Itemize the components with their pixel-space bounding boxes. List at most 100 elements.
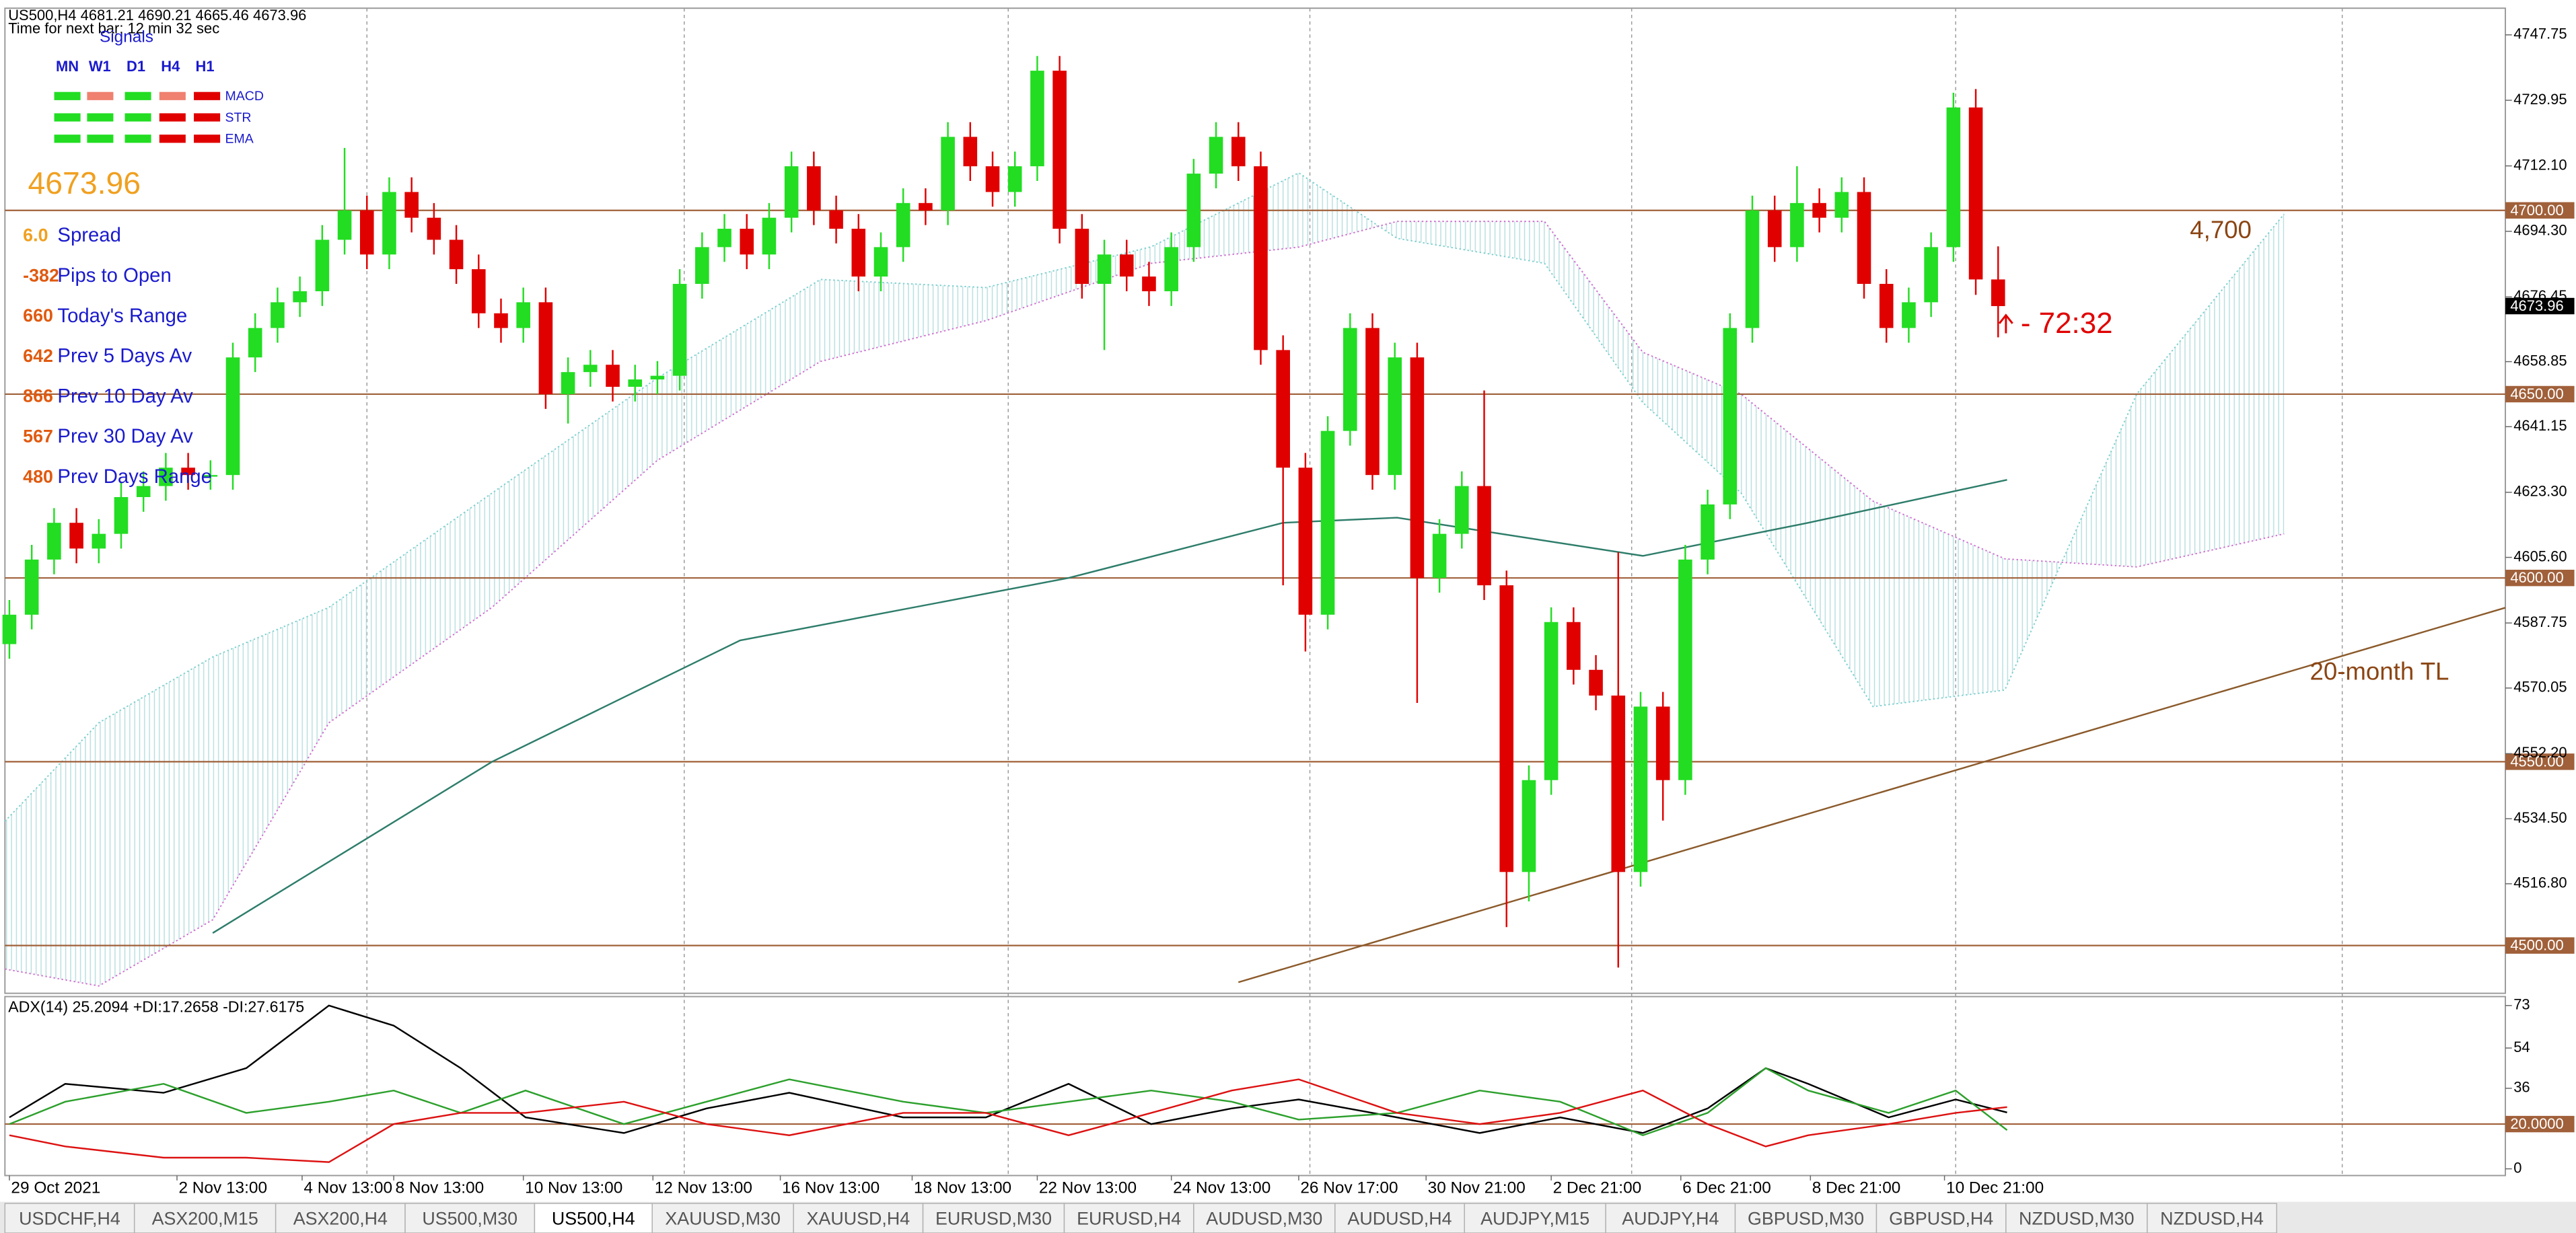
symbol-tab[interactable] bbox=[4, 1203, 135, 1233]
symbol-tab-label[interactable]: AUDUSD,M30 bbox=[1206, 1209, 1322, 1229]
symbol-tab-label[interactable]: XAUUSD,H4 bbox=[807, 1209, 910, 1229]
price-level-tag bbox=[2505, 937, 2575, 954]
candle-body bbox=[873, 247, 888, 277]
symbol-tab-label[interactable]: EURUSD,M30 bbox=[935, 1209, 1052, 1229]
signal-box bbox=[194, 91, 221, 100]
symbol-tab[interactable] bbox=[1464, 1203, 1606, 1233]
candle-body bbox=[1544, 622, 1559, 780]
candle-body bbox=[404, 192, 419, 218]
candle-body bbox=[941, 137, 955, 211]
x-tick-label: 10 Nov 13:00 bbox=[525, 1179, 622, 1197]
y-tick-label: 4712.10 bbox=[2513, 156, 2567, 173]
info-label: Prev 10 Day Av bbox=[57, 385, 193, 407]
symbol-tab-label[interactable]: NZDUSD,H4 bbox=[2160, 1209, 2264, 1229]
candle-body bbox=[271, 302, 285, 328]
signal-box bbox=[54, 135, 81, 143]
y-tick-label: 54 bbox=[2513, 1039, 2530, 1055]
y-tick-label: 4552.20 bbox=[2513, 744, 2567, 761]
symbol-tab[interactable] bbox=[651, 1203, 794, 1233]
price-level-label: 4700.00 bbox=[2510, 202, 2563, 219]
symbol-tab[interactable] bbox=[922, 1203, 1065, 1233]
price-level-tag bbox=[2505, 753, 2575, 770]
signal-column: H4 bbox=[161, 58, 180, 75]
symbol-tab[interactable] bbox=[2147, 1203, 2277, 1233]
info-label: Prev Days Range bbox=[57, 465, 212, 488]
symbol-tab-label[interactable]: US500,H4 bbox=[552, 1209, 635, 1229]
symbol-tab[interactable] bbox=[1193, 1203, 1336, 1233]
candle-body bbox=[1790, 202, 1804, 248]
candle-body bbox=[449, 239, 464, 270]
candle-body bbox=[807, 166, 821, 211]
y-tick-label: 36 bbox=[2513, 1079, 2530, 1096]
candle-body bbox=[1633, 706, 1648, 872]
candle-body bbox=[47, 523, 61, 560]
symbol-tab[interactable] bbox=[1334, 1203, 1465, 1233]
price-level-tag bbox=[2505, 385, 2575, 403]
candle-body bbox=[1119, 254, 1134, 277]
candle-body bbox=[1767, 210, 1782, 248]
info-value: 6.0 bbox=[23, 225, 48, 246]
symbol-tab-label[interactable]: NZDUSD,M30 bbox=[2019, 1209, 2135, 1229]
symbol-tab-label[interactable]: US500,M30 bbox=[422, 1209, 517, 1229]
x-tick-label: 6 Dec 21:00 bbox=[1682, 1179, 1771, 1197]
candle-body bbox=[248, 328, 262, 358]
symbol-tab-label[interactable]: AUDJPY,H4 bbox=[1622, 1209, 1719, 1229]
indicator-line bbox=[9, 1004, 2007, 1134]
symbol-tab-label[interactable]: GBPUSD,M30 bbox=[1748, 1209, 1864, 1229]
last-price-label: 4673.96 bbox=[2510, 297, 2563, 314]
candle-body bbox=[1007, 166, 1022, 192]
price-level-label: 4600.00 bbox=[2510, 569, 2563, 586]
price-level-tag bbox=[2505, 569, 2575, 587]
symbol-tab-label[interactable]: XAUUSD,M30 bbox=[665, 1209, 781, 1229]
candle-body bbox=[293, 291, 307, 303]
signal-box bbox=[194, 113, 221, 122]
candle-body bbox=[762, 217, 777, 255]
info-value: 660 bbox=[23, 305, 53, 326]
signal-box bbox=[87, 91, 114, 100]
candle-body bbox=[1499, 585, 1514, 872]
candle-body bbox=[359, 210, 374, 255]
signal-column: W1 bbox=[89, 58, 111, 75]
candle-body bbox=[1589, 669, 1603, 696]
symbol-tab[interactable] bbox=[2005, 1203, 2148, 1233]
y-tick-label: 4587.75 bbox=[2513, 613, 2567, 630]
symbol-tab-label[interactable]: USDCHF,H4 bbox=[19, 1209, 120, 1229]
main-frame bbox=[4, 7, 2506, 994]
info-label: Pips to Open bbox=[57, 264, 171, 287]
candle-body bbox=[606, 365, 620, 387]
x-tick-label: 24 Nov 13:00 bbox=[1173, 1179, 1271, 1197]
signal-box bbox=[54, 91, 81, 100]
candle-body bbox=[1030, 71, 1044, 167]
candle-body bbox=[1052, 71, 1067, 229]
symbol-tab-label[interactable]: GBPUSD,H4 bbox=[1889, 1209, 1993, 1229]
x-tick-label: 8 Dec 21:00 bbox=[1812, 1179, 1901, 1197]
symbol-tab-label[interactable]: EURUSD,H4 bbox=[1077, 1209, 1181, 1229]
symbol-tab[interactable] bbox=[133, 1203, 277, 1233]
symbol-tab-label[interactable]: AUDUSD,H4 bbox=[1347, 1209, 1452, 1229]
symbol-tab[interactable] bbox=[1063, 1203, 1194, 1233]
symbol-tab[interactable] bbox=[1875, 1203, 2007, 1233]
y-tick-label: 4605.60 bbox=[2513, 548, 2567, 564]
symbol-tab-label[interactable]: ASX200,M15 bbox=[152, 1209, 258, 1229]
symbol-tab-label[interactable]: AUDJPY,M15 bbox=[1480, 1209, 1589, 1229]
price-level-label: 4650.00 bbox=[2510, 385, 2563, 402]
y-tick-label: 4516.80 bbox=[2513, 874, 2567, 891]
candle-body bbox=[516, 302, 530, 328]
symbol-tab[interactable] bbox=[1605, 1203, 1736, 1233]
candle-body bbox=[561, 372, 575, 394]
info-value: 480 bbox=[23, 466, 53, 486]
candle-body bbox=[114, 496, 129, 534]
symbol-tab[interactable] bbox=[404, 1203, 536, 1233]
candle-body bbox=[1365, 328, 1380, 476]
symbol-tab-label[interactable]: ASX200,H4 bbox=[293, 1209, 388, 1229]
x-tick-label: 8 Nov 13:00 bbox=[396, 1179, 485, 1197]
signal-column: MN bbox=[56, 58, 79, 75]
candle-body bbox=[583, 365, 598, 373]
candle-body bbox=[717, 229, 731, 248]
indicator-line bbox=[9, 1067, 2008, 1137]
candle-body bbox=[1410, 357, 1425, 578]
y-tick-label: 73 bbox=[2513, 996, 2530, 1013]
info-value: 567 bbox=[23, 426, 53, 447]
info-value: 866 bbox=[23, 386, 53, 406]
symbol-tab[interactable] bbox=[1734, 1203, 1877, 1233]
